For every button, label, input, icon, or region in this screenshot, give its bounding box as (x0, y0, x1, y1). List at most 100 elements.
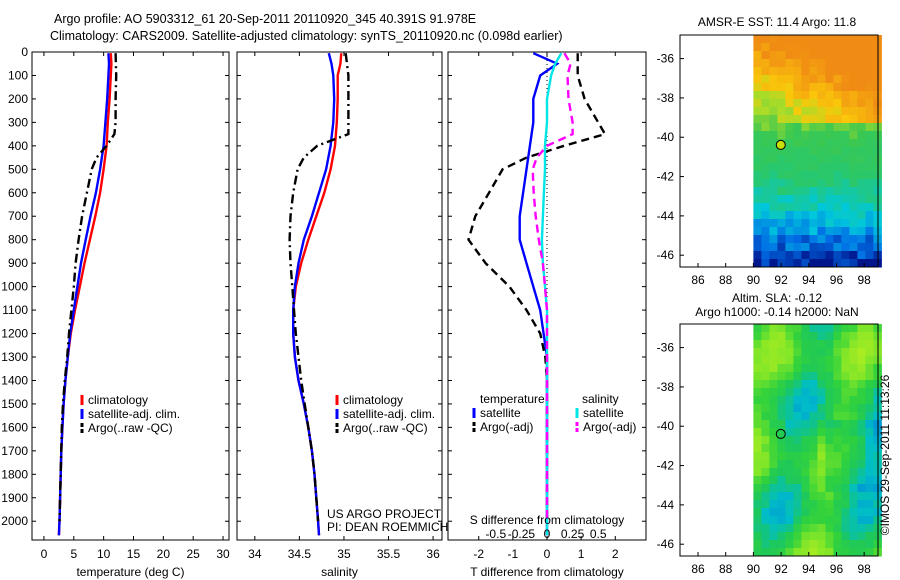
map-cell (785, 51, 794, 60)
xtick-label: 20 (157, 547, 171, 561)
map-cell (817, 139, 826, 148)
map-cell (809, 452, 818, 461)
map-cell (865, 171, 874, 180)
map-cell (769, 163, 778, 172)
map-cell (809, 187, 818, 196)
map-cell (801, 380, 810, 389)
map-cell (817, 187, 826, 196)
map-cell (865, 404, 874, 413)
ytick-label: 100 (8, 68, 28, 82)
xtick-label: 25 (187, 547, 201, 561)
map-cell (793, 195, 802, 204)
map-cell (857, 340, 866, 349)
map-cell (785, 508, 794, 517)
salinity-diff-axis-title: S difference from climatology (470, 513, 625, 527)
map-cell (817, 91, 826, 100)
salinity-series-2 (288, 53, 350, 522)
map-cell (817, 332, 826, 341)
map-cell (761, 476, 770, 485)
map-cell (753, 332, 762, 341)
map-cell (753, 171, 762, 180)
ytick-label: 1000 (1, 280, 28, 294)
map-cell (785, 59, 794, 68)
map-cell (793, 348, 802, 357)
map-cell (849, 235, 858, 244)
map-cell (825, 195, 834, 204)
map-cell (777, 251, 786, 260)
map-cell (769, 388, 778, 397)
map-cell (841, 67, 850, 76)
map-cell (841, 372, 850, 381)
map-ytick-label: -42 (657, 170, 675, 184)
map-cell (809, 484, 818, 493)
map-cell (849, 332, 858, 341)
map-cell (849, 203, 858, 212)
map-cell (801, 227, 810, 236)
map-cell (793, 147, 802, 156)
ytick-label: 1900 (1, 491, 28, 505)
map-cell (753, 219, 762, 228)
map-cell (785, 404, 794, 413)
map-cell (865, 388, 874, 397)
map-cell (753, 532, 762, 541)
map-cell (857, 163, 866, 172)
map-cell (857, 155, 866, 164)
map-cell (777, 203, 786, 212)
map-cell (841, 468, 850, 477)
map-cell (753, 428, 762, 437)
map-cell (761, 99, 770, 108)
map-cell (857, 348, 866, 357)
map-cell (769, 35, 778, 44)
map-cell (777, 356, 786, 365)
salinity-diff-tick-label: 0.25 (561, 527, 585, 541)
map-cell (761, 412, 770, 421)
map-cell (769, 123, 778, 132)
map-cell (857, 396, 866, 405)
map-cell (753, 51, 762, 60)
xtick-label: -2 (473, 547, 484, 561)
map-cell (825, 91, 834, 100)
map-cell (809, 380, 818, 389)
map-cell (849, 83, 858, 92)
map-cell (817, 468, 826, 477)
map-cell (841, 548, 850, 557)
map-cell (777, 340, 786, 349)
map-cell (865, 75, 874, 84)
map-xtick-label: 88 (719, 273, 733, 287)
map-cell (849, 139, 858, 148)
map-cell (865, 500, 874, 509)
map-cell (817, 211, 826, 220)
map-cell (865, 324, 874, 333)
map-cell (825, 460, 834, 469)
map-cell (865, 123, 874, 132)
map-cell (785, 324, 794, 333)
map-cell (825, 219, 834, 228)
map-cell (793, 59, 802, 68)
map-cell (753, 59, 762, 68)
map-cell (817, 372, 826, 381)
map-cell (833, 524, 842, 533)
map-cell (849, 187, 858, 196)
map-cell (793, 540, 802, 549)
map-cell (849, 91, 858, 100)
map-cell (857, 468, 866, 477)
ytick-label: 1700 (1, 444, 28, 458)
map-cell (785, 155, 794, 164)
map-cell (817, 500, 826, 509)
map-cell (817, 396, 826, 405)
map-cell (785, 35, 794, 44)
map-cell (761, 444, 770, 453)
map-cell (825, 147, 834, 156)
map-cell (825, 51, 834, 60)
difference-xlabel: T difference from climatology (470, 565, 624, 579)
map-cell (769, 59, 778, 68)
map-cell (865, 444, 874, 453)
map-cell (817, 404, 826, 413)
map-cell (761, 372, 770, 381)
map-cell (857, 227, 866, 236)
map-cell (801, 468, 810, 477)
map-cell (777, 380, 786, 389)
map-cell (801, 203, 810, 212)
map-cell (849, 75, 858, 84)
map-cell (833, 123, 842, 132)
